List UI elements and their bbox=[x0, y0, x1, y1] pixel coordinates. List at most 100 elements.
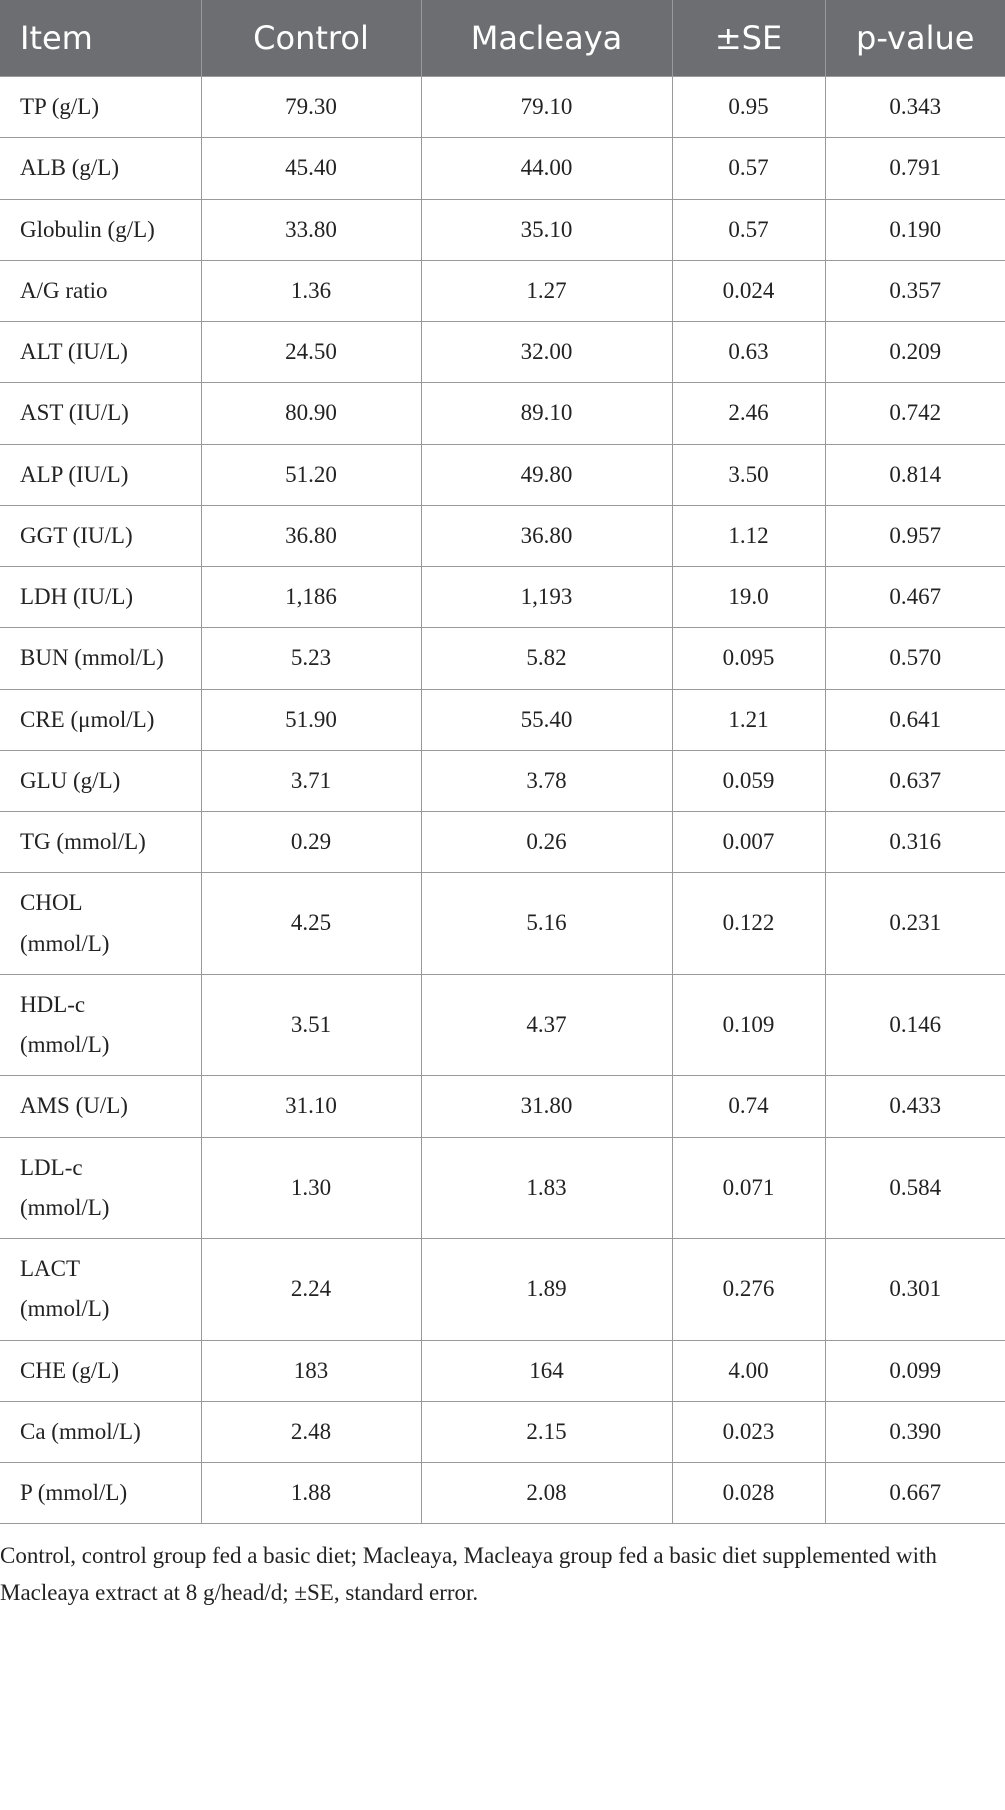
value-cell: 0.301 bbox=[824, 1238, 1005, 1341]
value-cell: 0.742 bbox=[824, 382, 1005, 445]
value-cell: 51.20 bbox=[200, 443, 422, 506]
value-cell: 0.190 bbox=[824, 198, 1005, 261]
value-cell: 0.29 bbox=[200, 810, 422, 874]
value-cell: 0.57 bbox=[671, 198, 826, 261]
value-cell: 0.63 bbox=[671, 320, 826, 384]
value-cell: 0.071 bbox=[671, 1136, 826, 1239]
header-row: Item Control Macleaya ±SE p-value bbox=[0, 0, 1005, 77]
table-row: A/G ratio 1.36 1.27 0.024 0.357 bbox=[0, 259, 1005, 323]
value-cell: 0.814 bbox=[824, 443, 1005, 506]
value-cell: 0.57 bbox=[671, 137, 826, 200]
value-cell: 0.007 bbox=[671, 810, 826, 874]
value-cell: 3.71 bbox=[200, 749, 422, 813]
value-cell: 0.433 bbox=[824, 1075, 1005, 1138]
value-cell: 0.276 bbox=[671, 1238, 826, 1341]
item-cell: AMS (U/L) bbox=[0, 1075, 202, 1138]
item-cell: ALP (IU/L) bbox=[0, 443, 202, 506]
table-row: TP (g/L) 79.30 79.10 0.95 0.343 bbox=[0, 75, 1005, 139]
value-cell: 0.637 bbox=[824, 749, 1005, 813]
value-cell: 1.88 bbox=[200, 1461, 422, 1525]
value-cell: 1.89 bbox=[420, 1238, 673, 1341]
value-cell: 89.10 bbox=[420, 382, 673, 445]
table-row: ALP (IU/L) 51.20 49.80 3.50 0.814 bbox=[0, 443, 1005, 506]
table-row: P (mmol/L) 1.88 2.08 0.028 0.667 bbox=[0, 1461, 1005, 1525]
value-cell: 79.10 bbox=[420, 75, 673, 139]
item-cell: LACT (mmol/L) bbox=[0, 1238, 202, 1341]
table-row: AST (IU/L) 80.90 89.10 2.46 0.742 bbox=[0, 382, 1005, 445]
value-cell: 0.74 bbox=[671, 1075, 826, 1138]
data-table: Item Control Macleaya ±SE p-value TP (g/L) 79… bbox=[0, 0, 1005, 1525]
item-cell: TP (g/L) bbox=[0, 75, 202, 139]
value-cell: 0.26 bbox=[420, 810, 673, 874]
item-cell: CHE (g/L) bbox=[0, 1339, 202, 1402]
value-cell: 1.21 bbox=[671, 688, 826, 751]
value-cell: 51.90 bbox=[200, 688, 422, 751]
value-cell: 19.0 bbox=[671, 565, 826, 629]
item-cell: GGT (IU/L) bbox=[0, 504, 202, 568]
value-cell: 1.12 bbox=[671, 504, 826, 568]
table-row: AMS (U/L) 31.10 31.80 0.74 0.433 bbox=[0, 1075, 1005, 1138]
value-cell: 5.82 bbox=[420, 627, 673, 690]
value-cell: 3.78 bbox=[420, 749, 673, 813]
value-cell: 5.16 bbox=[420, 872, 673, 975]
table-row: TG (mmol/L) 0.29 0.26 0.007 0.316 bbox=[0, 810, 1005, 874]
column-header: Control bbox=[201, 0, 422, 77]
value-cell: 3.51 bbox=[200, 973, 422, 1077]
value-cell: 0.231 bbox=[824, 872, 1005, 975]
item-cell: BUN (mmol/L) bbox=[0, 627, 202, 690]
value-cell: 36.80 bbox=[200, 504, 422, 568]
value-cell: 0.023 bbox=[671, 1400, 826, 1464]
column-header: ±SE bbox=[672, 0, 826, 77]
item-cell: LDL-c (mmol/L) bbox=[0, 1136, 202, 1239]
value-cell: 1.30 bbox=[200, 1136, 422, 1239]
value-cell: 4.25 bbox=[200, 872, 422, 975]
item-cell: GLU (g/L) bbox=[0, 749, 202, 813]
table-row: Ca (mmol/L) 2.48 2.15 0.023 0.390 bbox=[0, 1400, 1005, 1464]
value-cell: 0.122 bbox=[671, 872, 826, 975]
item-cell: Ca (mmol/L) bbox=[0, 1400, 202, 1464]
value-cell: 2.15 bbox=[420, 1400, 673, 1464]
value-cell: 0.146 bbox=[824, 973, 1005, 1077]
value-cell: 0.059 bbox=[671, 749, 826, 813]
item-cell: Globulin (g/L) bbox=[0, 198, 202, 261]
table-row: CHE (g/L) 183 164 4.00 0.099 bbox=[0, 1339, 1005, 1402]
value-cell: 0.357 bbox=[824, 259, 1005, 323]
table-row: LDL-c (mmol/L) 1.30 1.83 0.071 0.584 bbox=[0, 1136, 1005, 1239]
item-cell: CRE (μmol/L) bbox=[0, 688, 202, 751]
value-cell: 33.80 bbox=[200, 198, 422, 261]
value-cell: 44.00 bbox=[420, 137, 673, 200]
value-cell: 5.23 bbox=[200, 627, 422, 690]
item-cell: ALT (IU/L) bbox=[0, 320, 202, 384]
value-cell: 32.00 bbox=[420, 320, 673, 384]
value-cell: 45.40 bbox=[200, 137, 422, 200]
table-row: HDL-c (mmol/L) 3.51 4.37 0.109 0.146 bbox=[0, 973, 1005, 1077]
value-cell: 31.80 bbox=[420, 1075, 673, 1138]
value-cell: 0.957 bbox=[824, 504, 1005, 568]
value-cell: 0.570 bbox=[824, 627, 1005, 690]
value-cell: 0.109 bbox=[671, 973, 826, 1077]
item-cell: HDL-c (mmol/L) bbox=[0, 973, 202, 1077]
item-cell: P (mmol/L) bbox=[0, 1461, 202, 1525]
table-row: ALB (g/L) 45.40 44.00 0.57 0.791 bbox=[0, 137, 1005, 200]
table-row: GLU (g/L) 3.71 3.78 0.059 0.637 bbox=[0, 749, 1005, 813]
value-cell: 36.80 bbox=[420, 504, 673, 568]
value-cell: 183 bbox=[200, 1339, 422, 1402]
table-row: Globulin (g/L) 33.80 35.10 0.57 0.190 bbox=[0, 198, 1005, 261]
table-row: BUN (mmol/L) 5.23 5.82 0.095 0.570 bbox=[0, 627, 1005, 690]
item-cell: CHOL (mmol/L) bbox=[0, 872, 202, 975]
table-row: CRE (μmol/L) 51.90 55.40 1.21 0.641 bbox=[0, 688, 1005, 751]
value-cell: 0.390 bbox=[824, 1400, 1005, 1464]
value-cell: 3.50 bbox=[671, 443, 826, 506]
value-cell: 164 bbox=[420, 1339, 673, 1402]
value-cell: 0.584 bbox=[824, 1136, 1005, 1239]
value-cell: 2.24 bbox=[200, 1238, 422, 1341]
value-cell: 55.40 bbox=[420, 688, 673, 751]
value-cell: 35.10 bbox=[420, 198, 673, 261]
value-cell: 31.10 bbox=[200, 1075, 422, 1138]
value-cell: 1,186 bbox=[200, 565, 422, 629]
table-row: LDH (IU/L) 1,186 1,193 19.0 0.467 bbox=[0, 565, 1005, 629]
value-cell: 0.209 bbox=[824, 320, 1005, 384]
value-cell: 1.36 bbox=[200, 259, 422, 323]
item-cell: ALB (g/L) bbox=[0, 137, 202, 200]
